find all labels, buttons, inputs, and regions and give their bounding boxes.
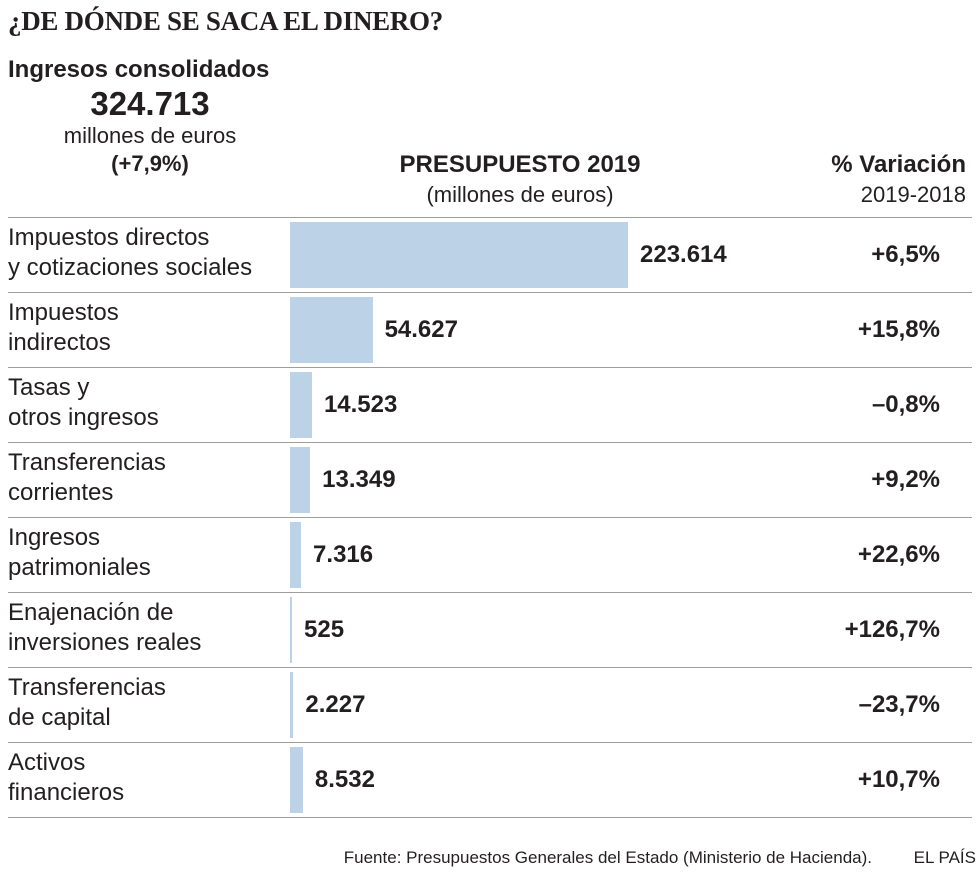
bar [290,222,628,288]
variation-value: +10,7% [857,766,940,793]
table-row: Ingresos patrimoniales 7.316 +22,6% [8,517,972,592]
budget-column-header: PRESUPUESTO 2019 (millones de euros) [300,150,740,210]
table-row: Transferencias de capital 2.227 –23,7% [8,667,972,742]
table-row: Tasas y otros ingresos 14.523 –0,8% [8,367,972,442]
table-row: Transferencias corrientes 13.349 +9,2% [8,442,972,517]
category-label: Impuestos directos y cotizaciones social… [8,224,253,281]
variation-value: +9,2% [871,466,940,493]
source-note: Fuente: Presupuestos Generales del Estad… [343,848,872,867]
category-label: Transferencias corrientes [8,449,166,506]
bar [290,372,312,438]
variation-value: –23,7% [858,691,940,718]
bar-value-label: 14.523 [323,391,398,418]
bar [290,447,311,513]
category-label: Ingresos patrimoniales [8,524,151,581]
variation-value: +126,7% [844,616,940,643]
variation-value: +6,5% [871,241,940,268]
variation-column-title: % Variación [831,151,966,178]
bar-value-label: 223.614 [640,241,727,268]
bar [290,747,303,813]
variation-value: +22,6% [857,541,940,568]
variation-column-header: % Variación 2019-2018 [831,150,966,210]
summary-unit: millones de euros [63,123,237,148]
table-row: Impuestos indirectos 54.627 +15,8% [8,292,972,367]
bar [290,297,373,363]
bar-value-label: 8.532 [314,766,375,793]
table-row: Enajenación de inversiones reales 525 +126… [8,592,972,667]
summary-title: Ingresos consolidados [8,56,270,83]
category-label: Tasas y otros ingresos [8,374,159,431]
summary-change: (+7,9%) [111,151,189,176]
bar [290,672,294,738]
variation-column-period: 2019-2018 [860,182,966,207]
bar-value-label: 7.316 [313,541,374,568]
budget-column-title: PRESUPUESTO 2019 [399,151,641,178]
bar-value-label: 525 [304,616,345,643]
bar-value-label: 2.227 [305,691,366,718]
publisher-brand: EL PAÍS [913,848,976,867]
variation-value: +15,8% [857,316,940,343]
bar-value-label: 13.349 [322,466,396,493]
bar-value-label: 54.627 [384,316,458,343]
table-row: Impuestos directos y cotizaciones social… [8,217,972,292]
bar [290,522,302,588]
category-label: Transferencias de capital [8,674,166,731]
variation-value: –0,8% [871,391,940,418]
summary-total: 324.713 [90,85,210,122]
summary-block: Ingresos consolidados 324.713 millones d… [0,56,300,178]
category-label: Enajenación de inversiones reales [8,599,202,656]
table-row: Activos financieros 8.532 +10,7% [8,742,972,818]
category-label: Impuestos indirectos [8,299,119,356]
bar [290,597,292,663]
budget-column-unit: (millones de euros) [426,182,614,207]
chart-headline: ¿DE DÓNDE SE SACA EL DINERO? [8,6,443,36]
category-label: Activos financieros [8,749,125,806]
